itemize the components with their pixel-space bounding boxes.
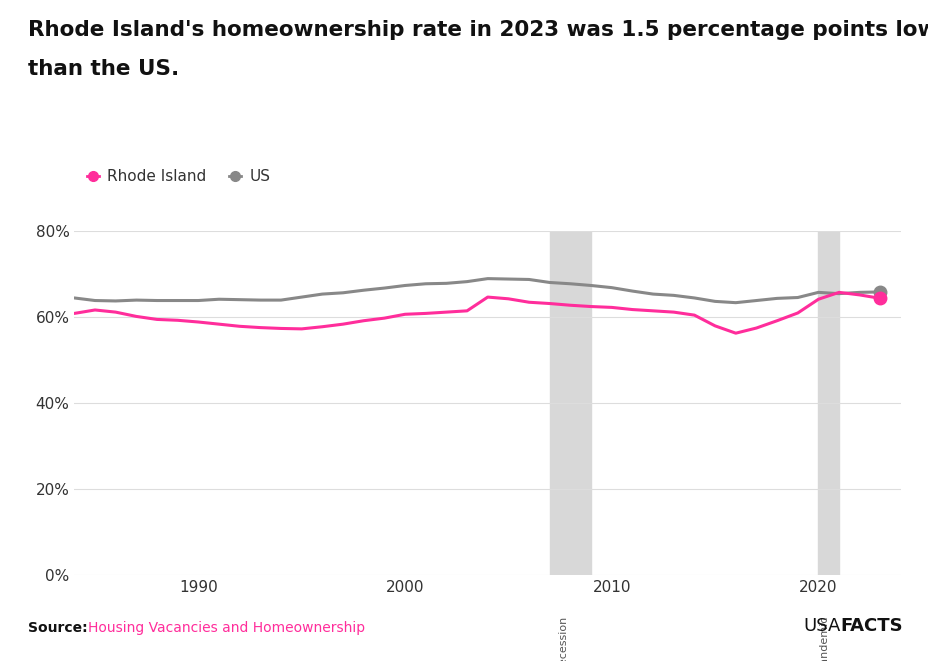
Text: Housing Vacancies and Homeownership: Housing Vacancies and Homeownership [88,621,365,635]
Bar [818,231,838,575]
Text: than the US.: than the US. [28,59,179,79]
Text: USA: USA [803,617,840,635]
Text: COVID-19 pandemic: COVID-19 pandemic [818,616,829,661]
Text: Great Recession: Great Recession [559,616,569,661]
Text: FACTS: FACTS [840,617,902,635]
Text: Source:: Source: [28,621,87,635]
Bar [549,231,590,575]
Text: Rhode Island's homeownership rate in 2023 was 1.5 percentage points lower: Rhode Island's homeownership rate in 202… [28,20,928,40]
Legend: Rhode Island, US: Rhode Island, US [81,163,276,190]
